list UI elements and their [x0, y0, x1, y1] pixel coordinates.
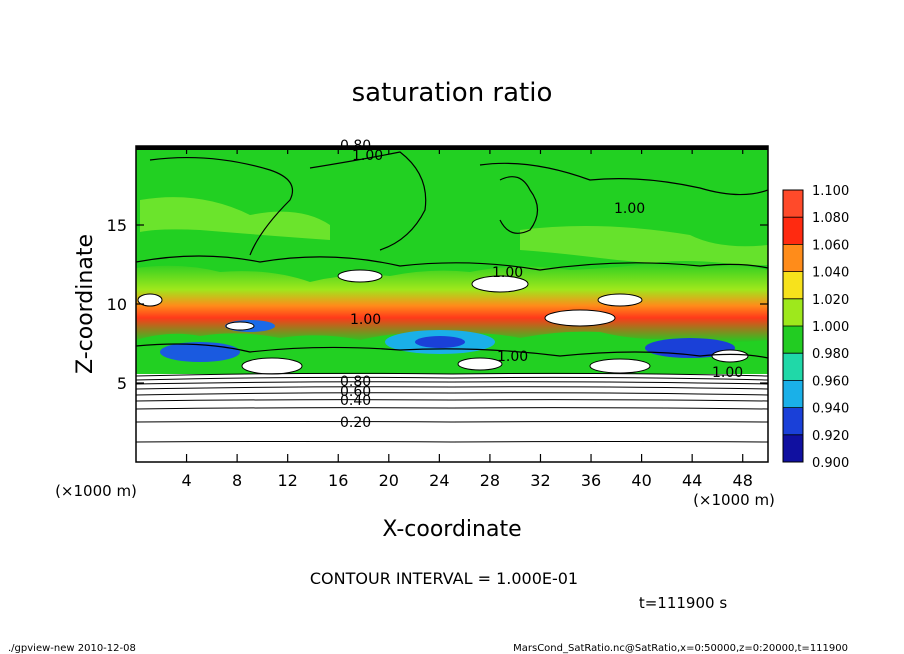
colorbar-label: 1.040 [812, 266, 849, 281]
x-tick-label: 36 [581, 471, 601, 490]
time-label: t=111900 s [639, 594, 727, 612]
colorbar-label: 0.900 [812, 456, 849, 471]
footer-right: MarsCond_SatRatio.nc@SatRatio,x=0:50000,… [513, 643, 848, 654]
colorbar-label: 0.960 [812, 374, 849, 389]
contour-label: 1.00 [614, 201, 645, 217]
colorbar-swatch [783, 298, 803, 326]
field-upper-patches [140, 197, 330, 240]
x-tick-label: 16 [328, 471, 348, 490]
colorbar-swatch [783, 244, 803, 272]
contour-label: 0.20 [340, 415, 371, 431]
y-axis: 5 10 15 [107, 216, 768, 393]
contour-band [136, 255, 768, 359]
colorbar-swatch [783, 353, 803, 381]
x-axis: 4 8 12 16 20 24 28 32 36 40 44 48 [181, 146, 753, 490]
field-cloud-band [136, 261, 768, 343]
x-tick-label: 44 [682, 471, 702, 490]
contour-label: 0.80 [340, 374, 371, 390]
y-axis-label: Z-coordinate [73, 234, 98, 374]
colorbar-label: 1.000 [812, 320, 849, 335]
colorbar-label: 0.940 [812, 402, 849, 417]
colorbar: 1.100 1.080 1.060 1.040 1.020 1.000 0.980 0.960… [782, 184, 849, 471]
contour-label: 0.40 [340, 393, 371, 409]
x-tick-label: 8 [232, 471, 242, 490]
colorbar-swatch [783, 326, 803, 354]
x-tick-label: 24 [429, 471, 449, 490]
colorbar-swatch [783, 380, 803, 408]
colorbar-swatch [783, 434, 803, 462]
colorbar-swatch [783, 407, 803, 435]
contour-label: 1.00 [352, 148, 383, 164]
y-unit-label: (×1000 m) [55, 482, 137, 500]
field-white-patch [241, 357, 303, 375]
contour-label: 1.00 [492, 265, 523, 281]
contour-upper [149, 151, 768, 256]
x-tick-label: 12 [278, 471, 298, 490]
contour-label: 1.00 [497, 349, 528, 365]
plot-area [136, 146, 768, 462]
y-tick-label: 5 [117, 374, 127, 393]
x-axis-label: X-coordinate [382, 517, 521, 542]
contour-interval-note: CONTOUR INTERVAL = 1.000E-01 [310, 569, 578, 588]
contour-label: 1.00 [350, 312, 381, 328]
colorbar-label: 1.020 [812, 293, 849, 308]
colorbar-label: 1.060 [812, 238, 849, 253]
top-boundary-band [136, 146, 768, 150]
y-tick-label: 10 [107, 295, 127, 314]
x-tick-label: 40 [631, 471, 651, 490]
x-tick-label: 20 [379, 471, 399, 490]
chart-title: saturation ratio [352, 78, 553, 108]
y-tick-label: 15 [107, 216, 127, 235]
colorbar-swatch [783, 271, 803, 299]
footer-left: ./gpview-new 2010-12-08 [8, 643, 136, 654]
x-tick-label: 48 [733, 471, 753, 490]
colorbar-label: 1.100 [812, 184, 849, 199]
contour-labels: 0.80 1.00 1.00 1.00 1.00 1.00 1.00 0.80 … [340, 138, 743, 431]
contour-label: 0.60 [340, 384, 371, 400]
x-tick-label: 28 [480, 471, 500, 490]
x-unit-label: (×1000 m) [693, 491, 775, 509]
colorbar-swatch [783, 190, 803, 218]
colorbar-swatch [783, 217, 803, 245]
x-tick-label: 32 [530, 471, 550, 490]
x-tick-label: 4 [181, 471, 191, 490]
colorbar-label: 0.920 [812, 429, 849, 444]
contour-lower [136, 372, 768, 443]
contour-label: 1.00 [712, 365, 743, 381]
colorbar-label: 0.980 [812, 347, 849, 362]
colorbar-label: 1.080 [812, 211, 849, 226]
